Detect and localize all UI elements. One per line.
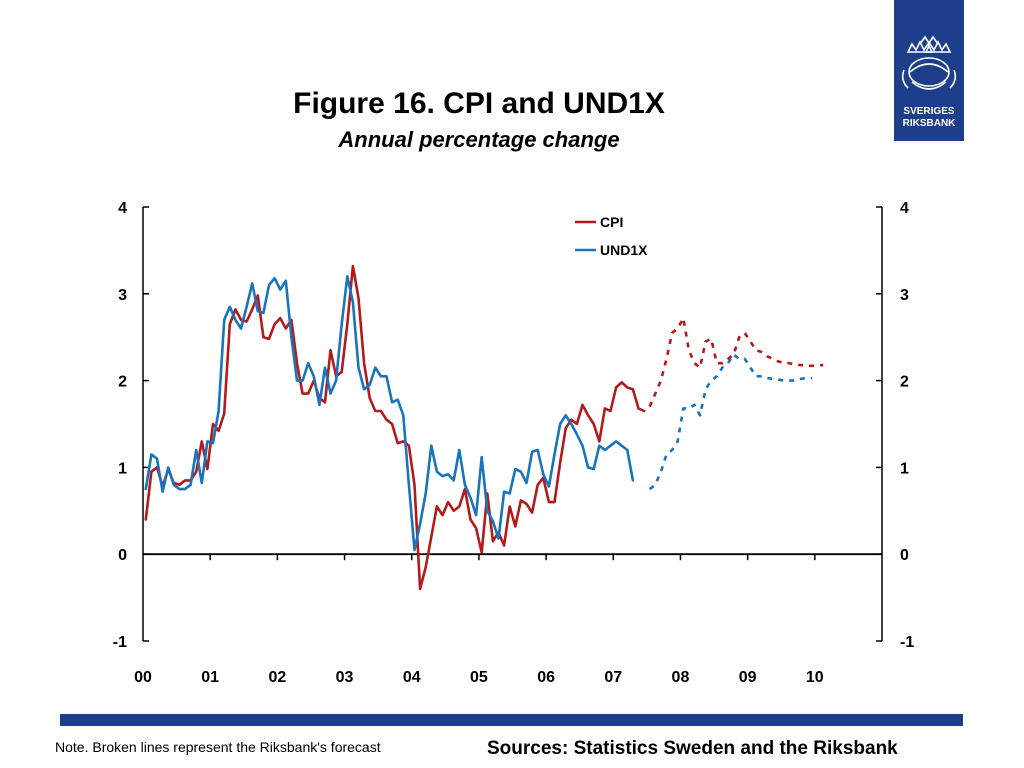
x-tick-label: 02 <box>268 669 286 686</box>
y-tick-label: 4 <box>900 200 909 217</box>
legend-label: CPI <box>600 214 623 230</box>
x-tick-label: 08 <box>672 669 690 686</box>
x-tick-label: 10 <box>806 669 824 686</box>
y-tick-label: 1 <box>900 460 909 477</box>
series-line-und1x-forecast <box>648 353 812 491</box>
y-tick-label: 0 <box>900 547 909 564</box>
chart-subtitle: Annual percentage change <box>338 127 620 152</box>
y-tick-label: 2 <box>118 374 127 391</box>
x-tick-label: 07 <box>604 669 622 686</box>
logo-text-line2: RIKSBANK <box>902 118 956 129</box>
y-tick-label: 1 <box>118 460 127 477</box>
y-tick-label: -1 <box>113 634 127 651</box>
series-line-cpi <box>144 264 646 591</box>
line-chart: -1 -10 01 12 23 34 400 01 02 03 04 05 06 07 08 09 10 CPI… <box>113 200 915 686</box>
y-tick-label: 0 <box>118 547 127 564</box>
x-tick-label: 09 <box>739 669 757 686</box>
x-tick-label: 01 <box>201 669 219 686</box>
chart-title: Figure 16. CPI and UND1X <box>293 87 665 120</box>
y-tick-label: 4 <box>118 200 127 217</box>
x-tick-label: 05 <box>470 669 488 686</box>
x-tick-label: 04 <box>403 669 421 686</box>
legend-label: UND1X <box>600 242 648 258</box>
series-line-cpi-forecast <box>648 316 824 408</box>
y-tick-label: 2 <box>900 374 909 391</box>
sources-text: Sources: Statistics Sweden and the Riksb… <box>487 738 898 759</box>
forecast-note: Note. Broken lines represent the Riksban… <box>55 739 381 755</box>
y-tick-label: 3 <box>900 287 909 304</box>
series-line-und1x <box>144 275 635 552</box>
x-tick-label: 06 <box>537 669 555 686</box>
chart-legend: CPI UND1X <box>575 214 648 258</box>
chart-series <box>144 264 824 591</box>
riksbank-logo: SVERIGES RIKSBANK <box>894 0 964 141</box>
x-tick-label: 03 <box>336 669 354 686</box>
x-tick-label: 00 <box>134 669 152 686</box>
logo-text-line1: SVERIGES <box>903 106 955 117</box>
y-tick-label: 3 <box>118 287 127 304</box>
footer-band <box>60 714 963 726</box>
crown-emblem-icon <box>901 35 957 90</box>
y-tick-label: -1 <box>900 634 914 651</box>
chart-axes: -1 -10 01 12 23 34 400 01 02 03 04 05 06 07 08 09 10 <box>113 200 915 686</box>
